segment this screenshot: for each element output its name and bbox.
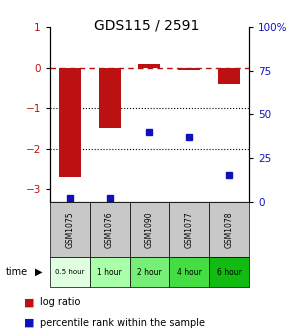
Bar [90,257,130,287]
Text: ■: ■ [24,318,35,328]
Bar [169,202,209,257]
Bar [139,64,160,68]
Bar [99,68,120,128]
Text: GSM1075: GSM1075 [65,211,74,248]
Text: log ratio: log ratio [40,297,80,307]
Bar [59,68,81,177]
Bar [130,202,169,257]
Bar [178,68,200,70]
Bar [130,257,169,287]
Text: ▶: ▶ [35,267,42,277]
Bar [218,68,240,84]
Text: 4 hour: 4 hour [177,268,202,277]
Text: GSM1090: GSM1090 [145,211,154,248]
Text: 1 hour: 1 hour [97,268,122,277]
Text: 6 hour: 6 hour [217,268,241,277]
Text: GSM1076: GSM1076 [105,211,114,248]
Text: GSM1077: GSM1077 [185,211,194,248]
Text: 2 hour: 2 hour [137,268,162,277]
Text: percentile rank within the sample: percentile rank within the sample [40,318,205,328]
Text: time: time [6,267,28,277]
Bar [90,202,130,257]
Bar [209,257,249,287]
Bar [50,257,90,287]
Bar [50,202,90,257]
Bar [209,202,249,257]
Text: GDS115 / 2591: GDS115 / 2591 [94,18,199,33]
Text: ■: ■ [24,297,35,307]
Text: 0.5 hour: 0.5 hour [55,269,84,275]
Text: GSM1078: GSM1078 [225,211,234,248]
Bar [169,257,209,287]
